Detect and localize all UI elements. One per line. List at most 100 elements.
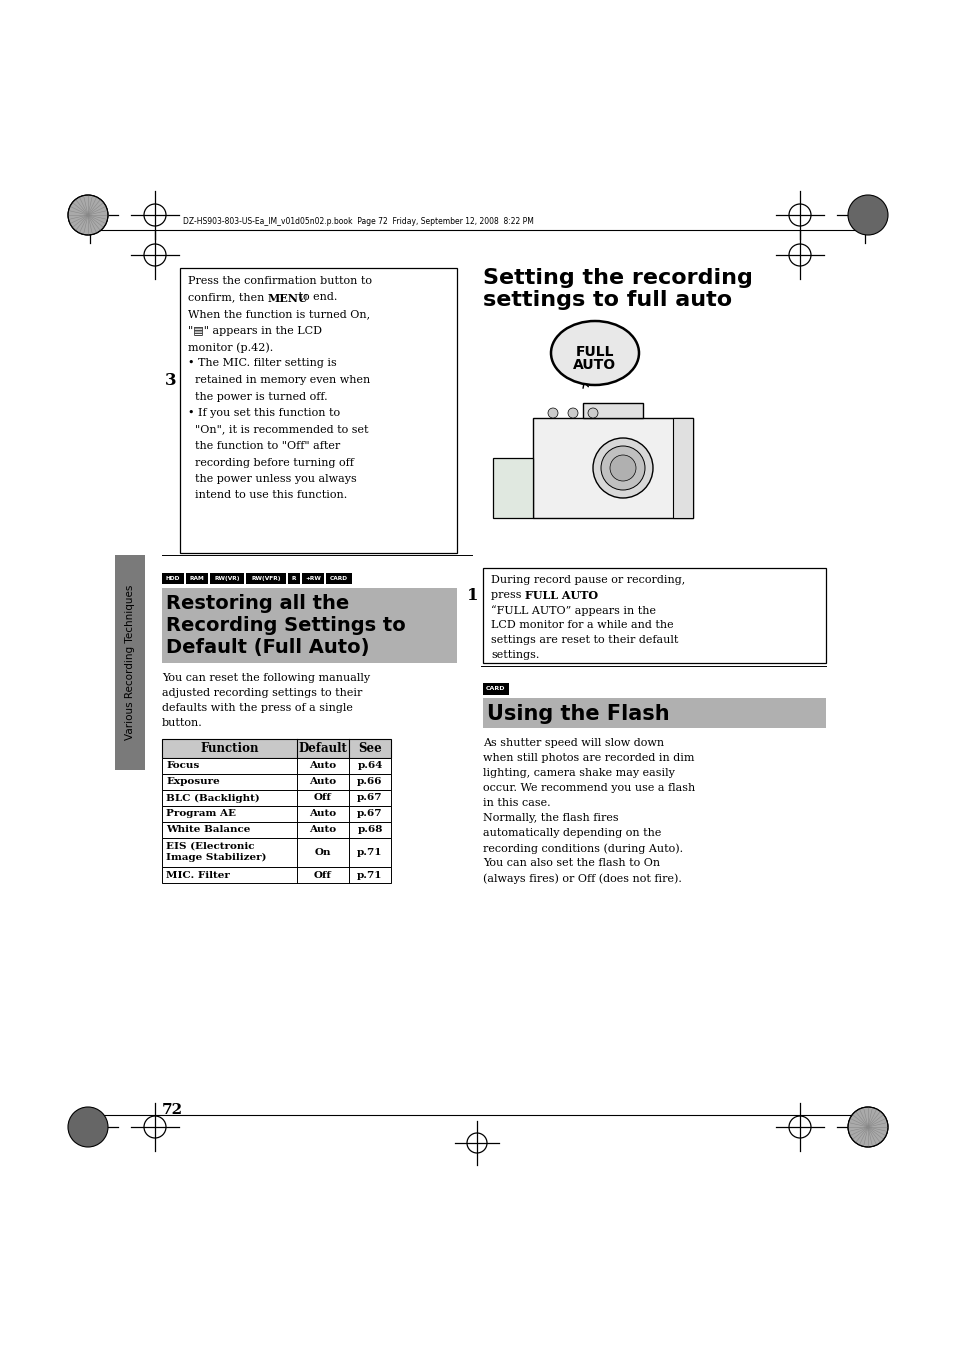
Text: automatically depending on the: automatically depending on the: [482, 828, 660, 838]
Text: HDD: HDD: [166, 576, 180, 580]
Text: retained in memory even when: retained in memory even when: [188, 375, 370, 385]
Text: "On", it is recommended to set: "On", it is recommended to set: [188, 424, 368, 435]
Text: • If you set this function to: • If you set this function to: [188, 408, 340, 418]
Bar: [302, 572, 324, 585]
Bar: [482, 698, 825, 728]
Text: p.68: p.68: [357, 825, 382, 834]
Bar: [162, 757, 391, 774]
Text: Restoring all the: Restoring all the: [166, 594, 349, 613]
Bar: [162, 572, 184, 585]
Bar: [326, 572, 352, 585]
Text: Various Recording Techniques: Various Recording Techniques: [125, 585, 135, 740]
Text: recording conditions (during Auto).: recording conditions (during Auto).: [482, 842, 682, 853]
Text: You can also set the flash to On: You can also set the flash to On: [482, 859, 659, 868]
Bar: [162, 738, 391, 757]
Text: Off: Off: [314, 794, 332, 802]
Text: 3: 3: [165, 373, 176, 389]
Text: .: .: [587, 590, 591, 599]
Text: confirm, then: confirm, then: [188, 293, 268, 302]
Text: Auto: Auto: [309, 825, 336, 834]
Text: Recording Settings to: Recording Settings to: [166, 616, 405, 634]
Text: "▤" appears in the LCD: "▤" appears in the LCD: [188, 325, 322, 336]
Text: CARD: CARD: [486, 687, 505, 691]
Text: FULL: FULL: [576, 346, 614, 359]
Text: Default: Default: [298, 743, 347, 755]
Bar: [162, 790, 391, 806]
Text: lighting, camera shake may easily: lighting, camera shake may easily: [482, 768, 674, 778]
Text: the power is turned off.: the power is turned off.: [188, 392, 327, 401]
Bar: [482, 568, 825, 663]
Text: in this case.: in this case.: [482, 798, 550, 809]
Text: CARD: CARD: [330, 576, 348, 580]
Text: Image Stabilizer): Image Stabilizer): [166, 853, 266, 863]
Text: Auto: Auto: [309, 778, 336, 787]
Ellipse shape: [551, 321, 639, 385]
Text: p.67: p.67: [356, 794, 382, 802]
Circle shape: [593, 437, 652, 498]
Bar: [162, 589, 456, 663]
Text: Focus: Focus: [166, 761, 199, 771]
Polygon shape: [493, 458, 533, 518]
Circle shape: [847, 194, 887, 235]
Text: Function: Function: [200, 743, 258, 755]
Polygon shape: [582, 404, 642, 418]
Text: when still photos are recorded in dim: when still photos are recorded in dim: [482, 753, 694, 763]
Text: White Balance: White Balance: [166, 825, 250, 834]
Text: FULL AUTO: FULL AUTO: [524, 590, 598, 601]
Text: BLC (Backlight): BLC (Backlight): [166, 794, 259, 802]
Bar: [246, 572, 286, 585]
Text: 1: 1: [467, 587, 478, 603]
Text: RW(VFR): RW(VFR): [251, 576, 280, 580]
Text: Setting the recording: Setting the recording: [482, 269, 752, 288]
Text: +RW: +RW: [305, 576, 320, 580]
Text: You can reset the following manually: You can reset the following manually: [162, 674, 370, 683]
Circle shape: [847, 1107, 887, 1148]
Text: See: See: [357, 743, 381, 755]
Bar: [186, 572, 208, 585]
Text: During record pause or recording,: During record pause or recording,: [491, 575, 684, 585]
Text: Press the confirmation button to: Press the confirmation button to: [188, 275, 372, 286]
Text: settings.: settings.: [491, 649, 538, 660]
Text: settings are reset to their default: settings are reset to their default: [491, 634, 678, 645]
Circle shape: [587, 408, 598, 418]
Text: Exposure: Exposure: [166, 778, 219, 787]
Text: p.67: p.67: [356, 810, 382, 818]
Text: LCD monitor for a while and the: LCD monitor for a while and the: [491, 620, 673, 630]
Text: p.71: p.71: [356, 848, 382, 857]
Text: settings to full auto: settings to full auto: [482, 290, 731, 310]
Text: Auto: Auto: [309, 761, 336, 771]
Text: p.66: p.66: [356, 778, 382, 787]
Text: EIS (Electronic: EIS (Electronic: [166, 842, 254, 850]
Text: the power unless you always: the power unless you always: [188, 474, 356, 485]
Text: occur. We recommend you use a flash: occur. We recommend you use a flash: [482, 783, 695, 792]
Text: On: On: [314, 848, 331, 857]
Circle shape: [68, 194, 108, 235]
Text: monitor (p.42).: monitor (p.42).: [188, 342, 273, 352]
Text: MENU: MENU: [268, 293, 309, 304]
Text: Normally, the flash fires: Normally, the flash fires: [482, 813, 618, 823]
Bar: [162, 806, 391, 822]
Text: RAM: RAM: [190, 576, 204, 580]
Text: R: R: [292, 576, 296, 580]
Bar: [482, 683, 509, 695]
Text: DZ-HS903-803-US-Ea_IM_v01d05n02.p.book  Page 72  Friday, September 12, 2008  8:2: DZ-HS903-803-US-Ea_IM_v01d05n02.p.book P…: [183, 217, 534, 227]
Text: the function to "Off" after: the function to "Off" after: [188, 441, 340, 451]
Text: p.64: p.64: [357, 761, 382, 771]
Circle shape: [68, 1107, 108, 1148]
Text: press: press: [491, 590, 524, 599]
Polygon shape: [672, 418, 692, 518]
Bar: [210, 572, 244, 585]
Bar: [162, 774, 391, 790]
Text: Default (Full Auto): Default (Full Auto): [166, 639, 369, 657]
Text: RW(VR): RW(VR): [214, 576, 239, 580]
Bar: [180, 269, 456, 554]
Text: intend to use this function.: intend to use this function.: [188, 490, 347, 501]
Bar: [162, 838, 391, 867]
Text: Using the Flash: Using the Flash: [486, 703, 669, 724]
Text: recording before turning off: recording before turning off: [188, 458, 354, 467]
Text: adjusted recording settings to their: adjusted recording settings to their: [162, 688, 362, 698]
Text: MIC. Filter: MIC. Filter: [166, 871, 230, 879]
Text: Auto: Auto: [309, 810, 336, 818]
Circle shape: [600, 446, 644, 490]
Text: (always fires) or Off (does not fire).: (always fires) or Off (does not fire).: [482, 873, 681, 883]
